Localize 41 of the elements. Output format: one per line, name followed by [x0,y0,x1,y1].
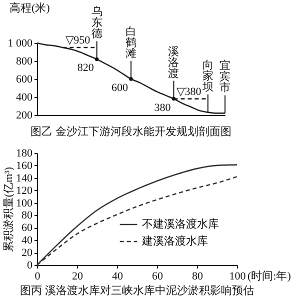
x-tick-label: 40 [112,270,124,282]
text: 图丙 溪洛渡水库对三峡水库中泥沙淤积影响预估 [20,284,254,297]
point [172,96,176,101]
x-tick-label: 宜宾市 [220,59,230,94]
data-label: ▽380 [176,86,202,98]
text: 图乙 金沙江下游河段水能开发规划剖面图 [30,125,232,138]
y-tick-label: 60 [22,222,33,234]
annotation: 380 [154,102,172,114]
y-axis-title: 累积淤积量(亿m³) [3,166,15,252]
y-tick-label: 0 [27,260,33,272]
x-tick-label: 20 [72,270,84,282]
y-tick-label: 800 [16,56,33,68]
y-tick-label: 100 [16,197,33,210]
y-tick-label: 140 [16,172,33,184]
y-tick-label: 600 [16,74,33,86]
x-tick-label: 溪洛渡 [168,46,180,80]
x-axis-title: (时间:年) [248,270,292,282]
x-tick-label: 80 [192,270,204,282]
y-tick-label: 80 [22,210,33,222]
data-label: ▽950 [66,34,91,46]
x-tick-label: 乌东德 [91,6,102,40]
y-tick-label: 1 000 [8,38,33,50]
legend-label: 不建溪洛渡水库 [142,218,219,230]
y-tick-label: 200 [16,110,33,122]
x-tick-label: 向家坝 [201,59,214,94]
annotation: 820 [77,62,94,74]
y-axis-title: 高程(米) [10,2,50,14]
y-tick-label: 20 [22,247,33,260]
x-tick-label: 白鹤滩 [126,26,136,60]
x-tick-label: 0 [34,270,41,282]
point [94,57,99,62]
y-tick-label: 40 [22,234,33,247]
y-tick-label: 160 [16,160,33,172]
legend-label: 建溪洛渡水库 [141,234,208,248]
y-tick-label: 180 [16,148,33,160]
y-tick-label: 120 [16,184,33,197]
point [129,77,133,81]
x-tick-label: 100 [229,270,246,282]
y-tick-label: 400 [16,92,33,104]
annotation: 600 [112,82,128,94]
x-tick-label: 60 [152,270,164,282]
